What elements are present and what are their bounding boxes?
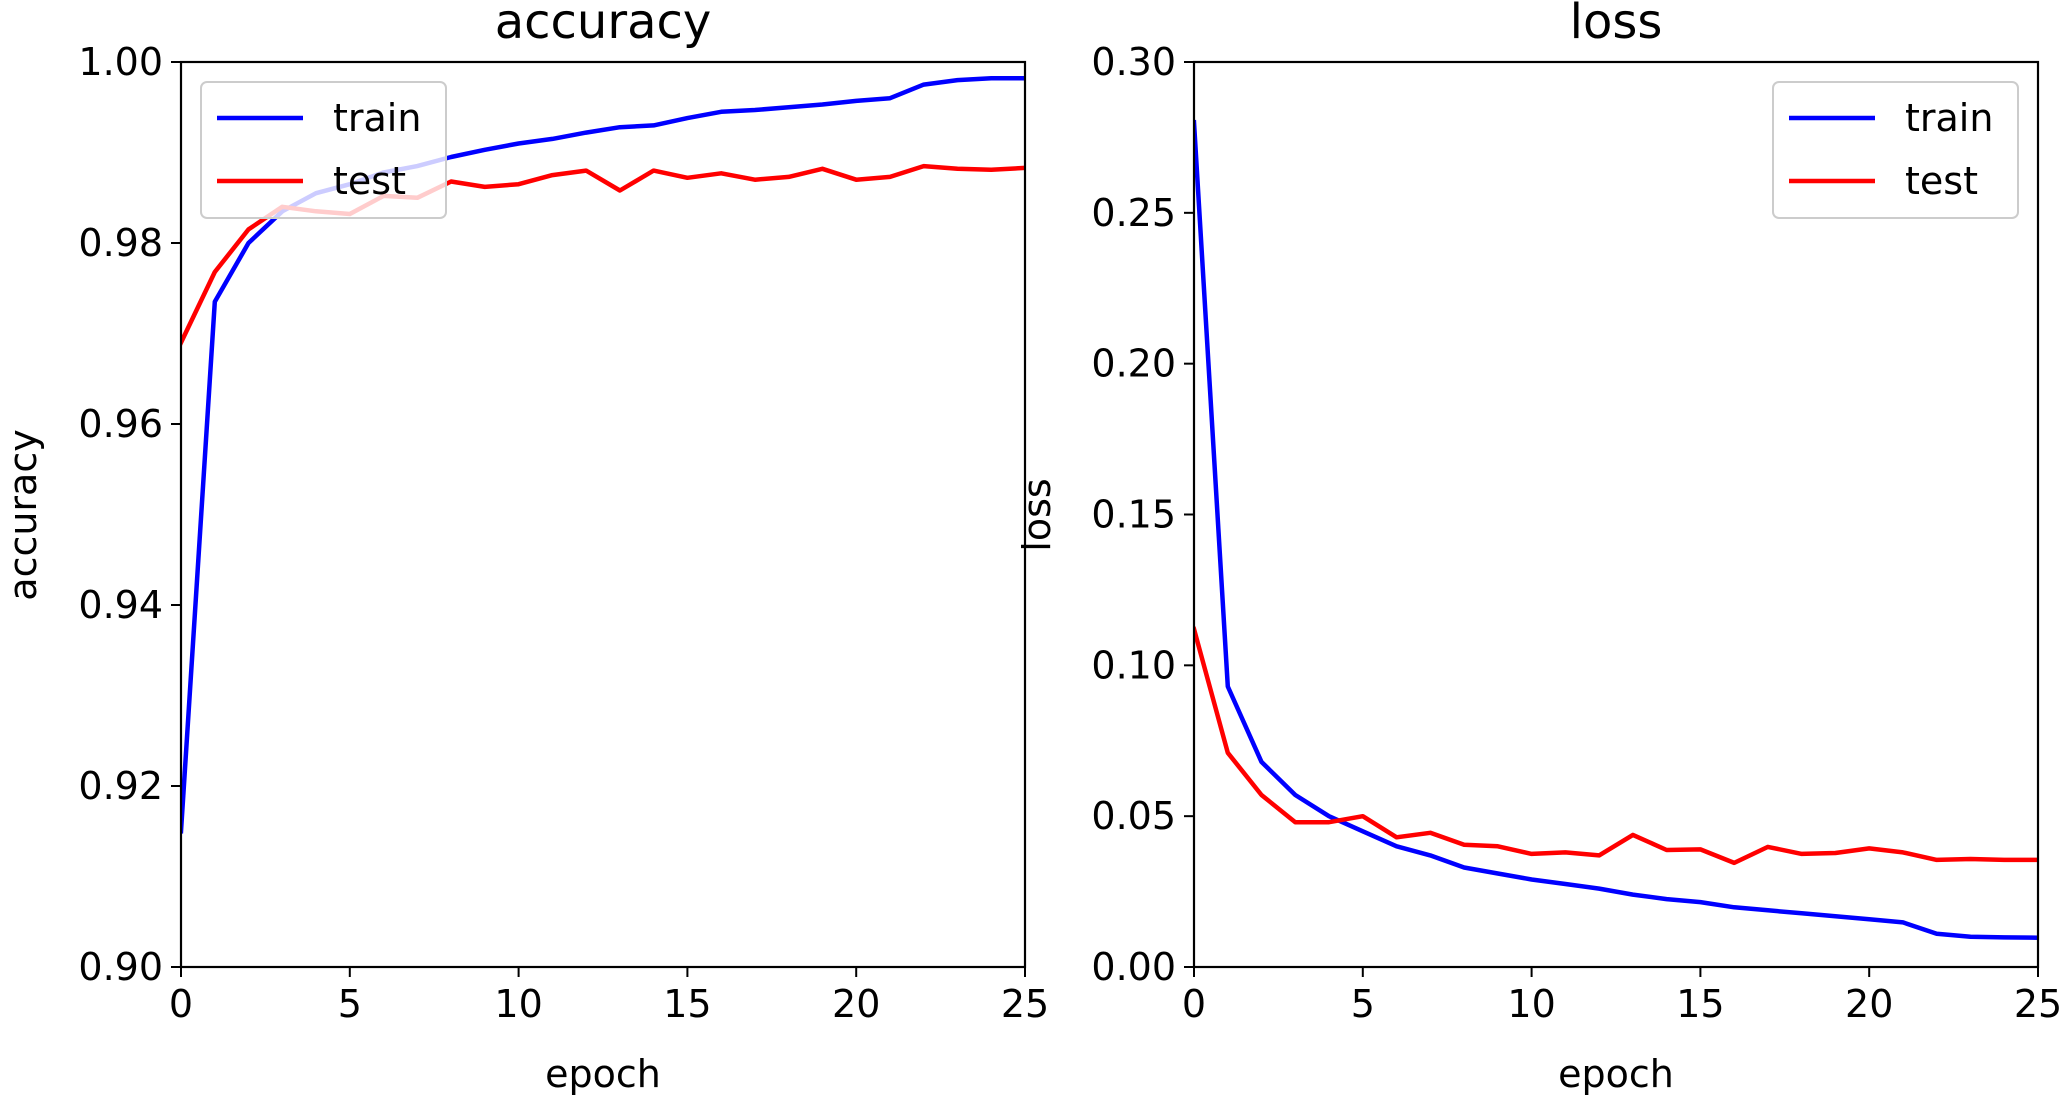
- accuracy-panel: 0 5 10 15 20 25 0.90 0.92 0.94 0.96 0.98 1.00 accura…: [1, 0, 1049, 1096]
- x-tick-label: 5: [338, 982, 362, 1026]
- legend-label-train: train: [1905, 96, 1993, 140]
- x-tick-label: 0: [169, 982, 193, 1026]
- axes-frame: [179, 60, 1027, 969]
- y-tick-label: 0.92: [78, 764, 163, 808]
- y-axis-label: accuracy: [1, 429, 45, 600]
- y-tick-label: 0.00: [1091, 945, 1176, 989]
- chart-title: loss: [1570, 0, 1663, 50]
- x-tick-label: 10: [494, 982, 542, 1026]
- y-tick-label: 0.15: [1091, 493, 1176, 537]
- y-tick-label: 0.25: [1091, 191, 1176, 235]
- x-axis-label: epoch: [1558, 1052, 1674, 1096]
- x-tick-label: 25: [1001, 982, 1049, 1026]
- legend-label-train: train: [333, 96, 421, 140]
- y-tick-label: 0.10: [1091, 643, 1176, 687]
- y-tick-label: 0.94: [78, 583, 163, 627]
- x-tick-label: 20: [1845, 982, 1893, 1026]
- x-tick-label: 0: [1182, 982, 1206, 1026]
- y-tick-label: 0.96: [78, 402, 163, 446]
- x-tick-label: 5: [1351, 982, 1375, 1026]
- x-axis-label: epoch: [545, 1052, 661, 1096]
- y-tick-label: 0.98: [78, 221, 163, 265]
- loss-panel: 0 5 10 15 20 25 0.00 0.05 0.10 0.15 0.20 0.25 0.30 lo…: [1015, 0, 2062, 1096]
- y-tick-label: 0.20: [1091, 342, 1176, 386]
- legend-label-test: test: [1905, 159, 1978, 203]
- y-tick-label: 0.05: [1091, 794, 1176, 838]
- y-tick-label: 0.30: [1091, 40, 1176, 84]
- chart-title: accuracy: [495, 0, 712, 50]
- x-tick-label: 25: [2014, 982, 2062, 1026]
- x-tick-label: 10: [1507, 982, 1555, 1026]
- y-tick-label: 1.00: [78, 40, 163, 84]
- legend-label-test: test: [333, 159, 406, 203]
- x-tick-label: 20: [832, 982, 880, 1026]
- legend: train test: [1772, 81, 2019, 219]
- y-tick-label: 0.90: [78, 945, 163, 989]
- y-axis-label: loss: [1015, 478, 1059, 551]
- series-line-test: [1194, 626, 2038, 866]
- x-tick-label: 15: [663, 982, 711, 1026]
- legend: train test: [200, 81, 447, 219]
- x-tick-label: 15: [1676, 982, 1724, 1026]
- series-line-train: [1194, 119, 2038, 940]
